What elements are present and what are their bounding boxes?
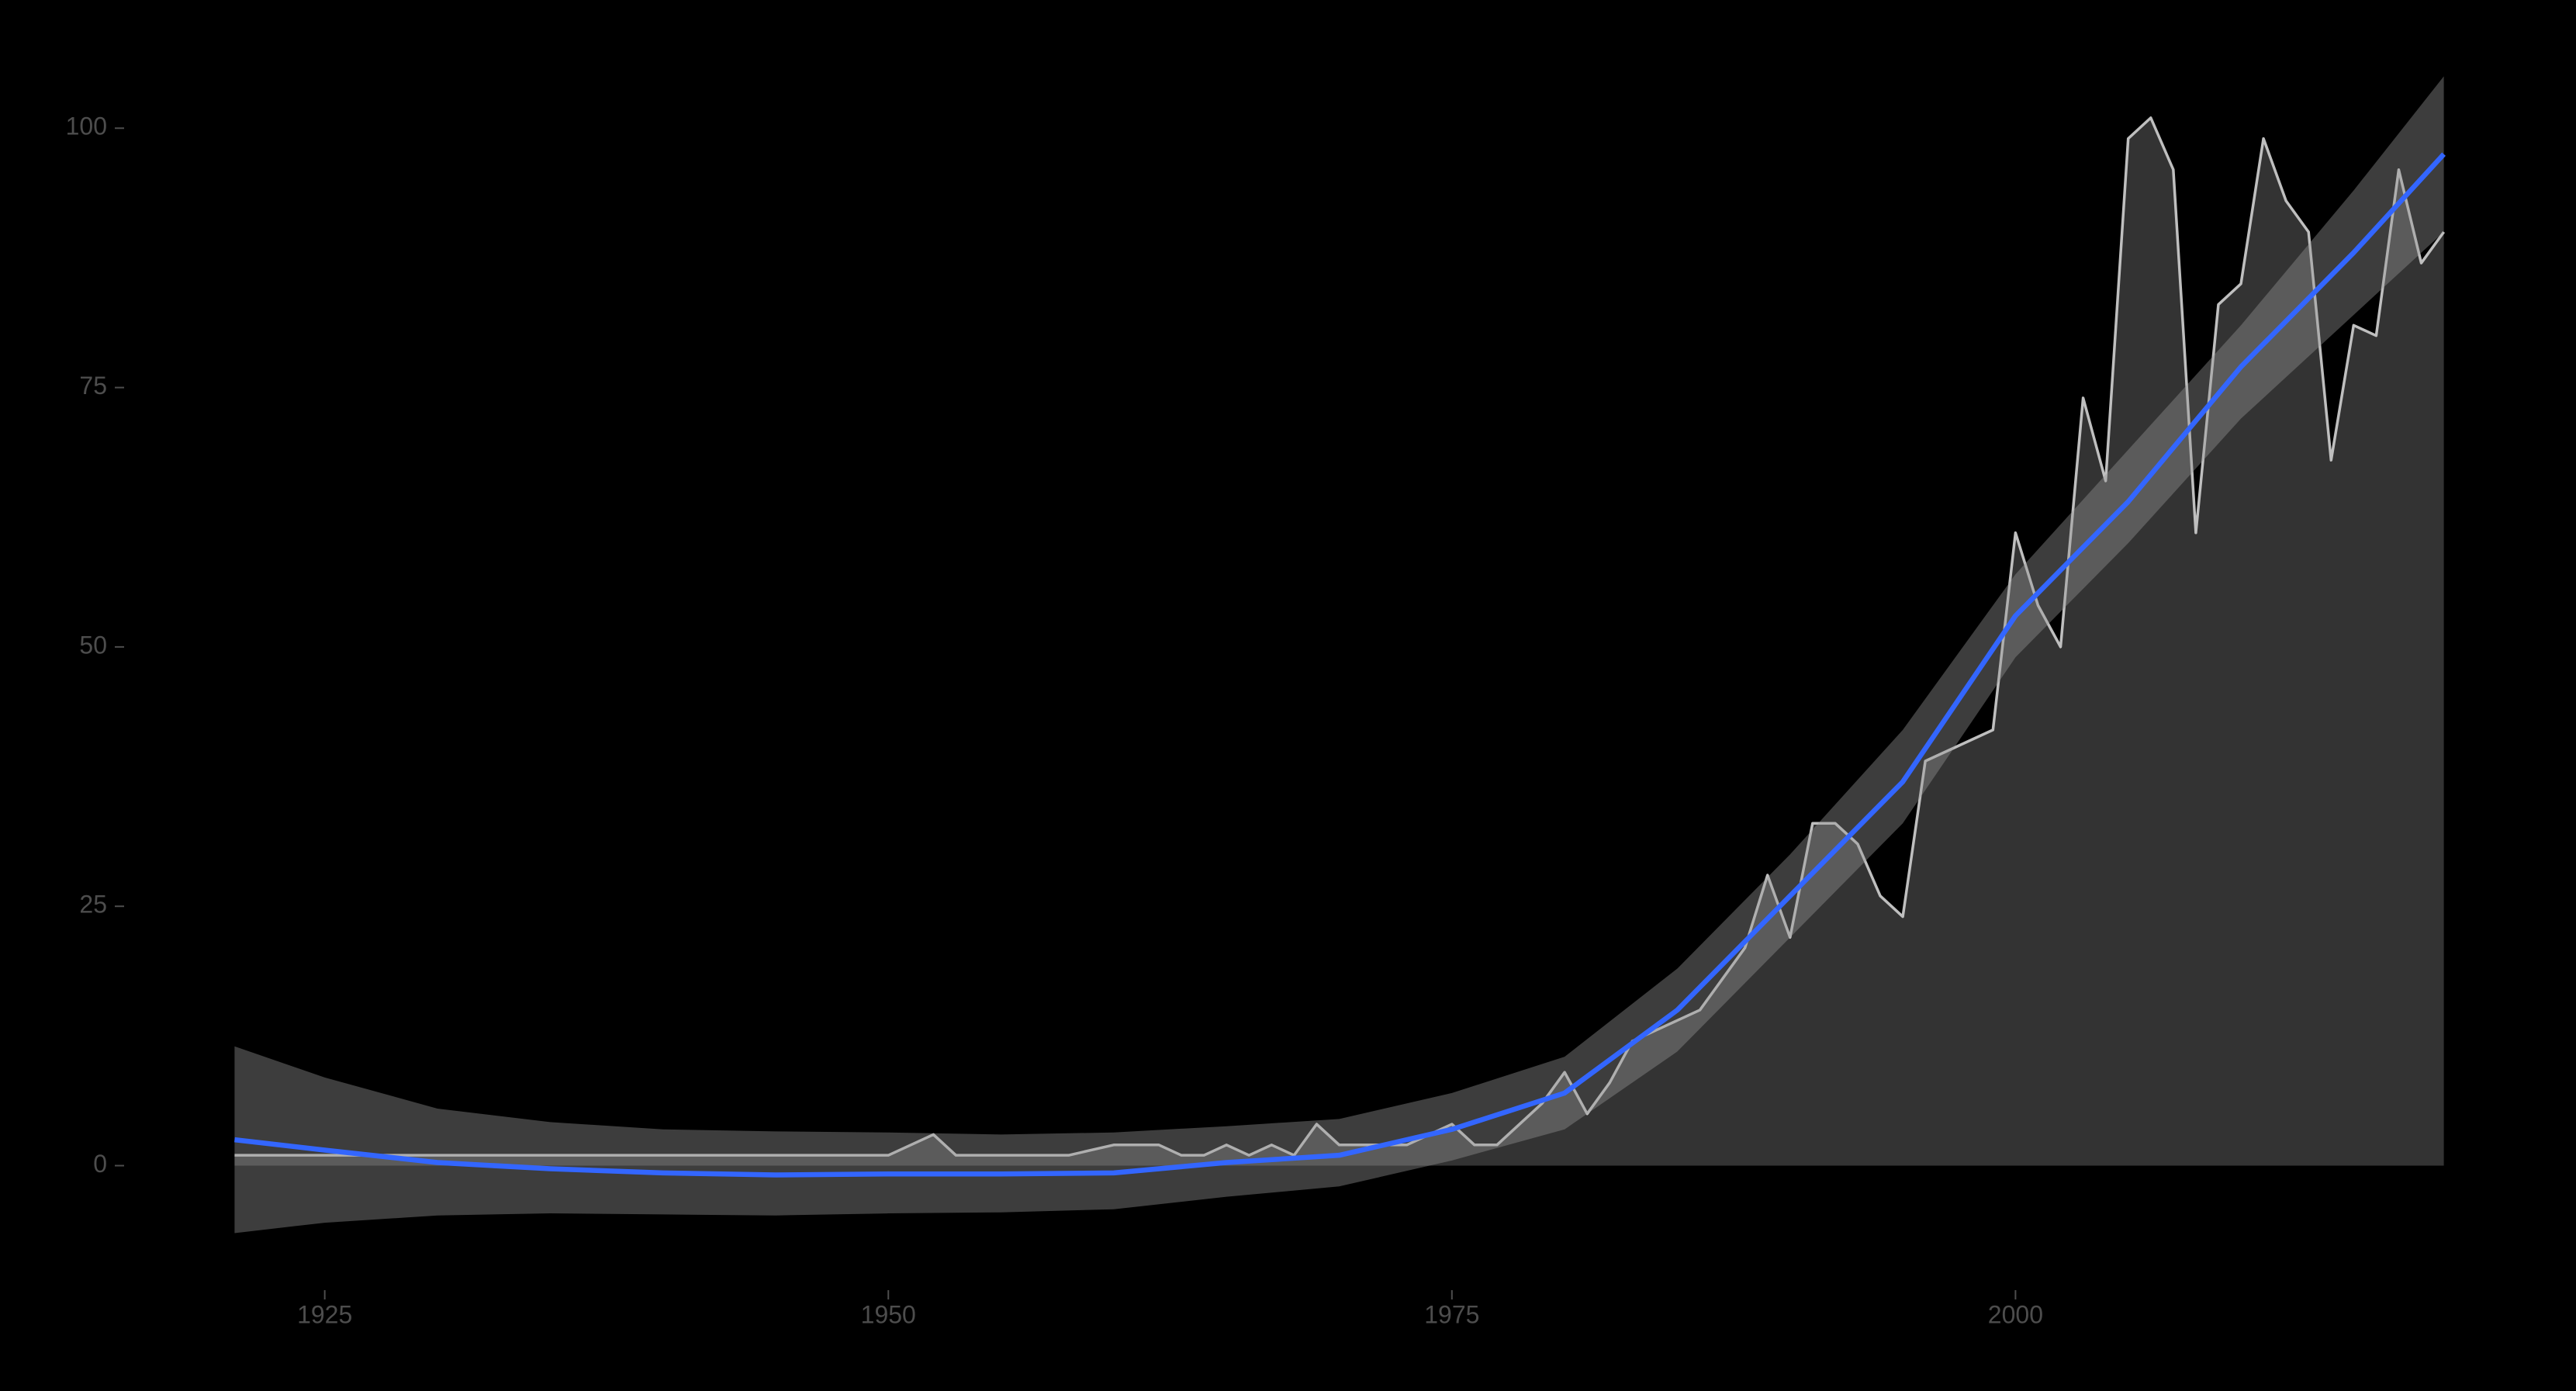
x-tick-label: 1950	[861, 1300, 916, 1328]
line	[234, 116, 2446, 1157]
confidence-ribbon	[234, 76, 2444, 1234]
x-tick-label: 2000	[1988, 1300, 2043, 1328]
y-tick-label: 100	[66, 112, 107, 140]
area	[234, 117, 2444, 1166]
x-tick-label: 1975	[1424, 1300, 1479, 1328]
y-tick-label: 75	[79, 372, 107, 400]
smooth-line	[234, 152, 2446, 1178]
y-tick-label: 50	[79, 631, 107, 659]
y-tick-label: 0	[93, 1150, 107, 1178]
y-tick-label: 25	[79, 891, 107, 919]
x-tick-label: 1925	[297, 1300, 352, 1328]
